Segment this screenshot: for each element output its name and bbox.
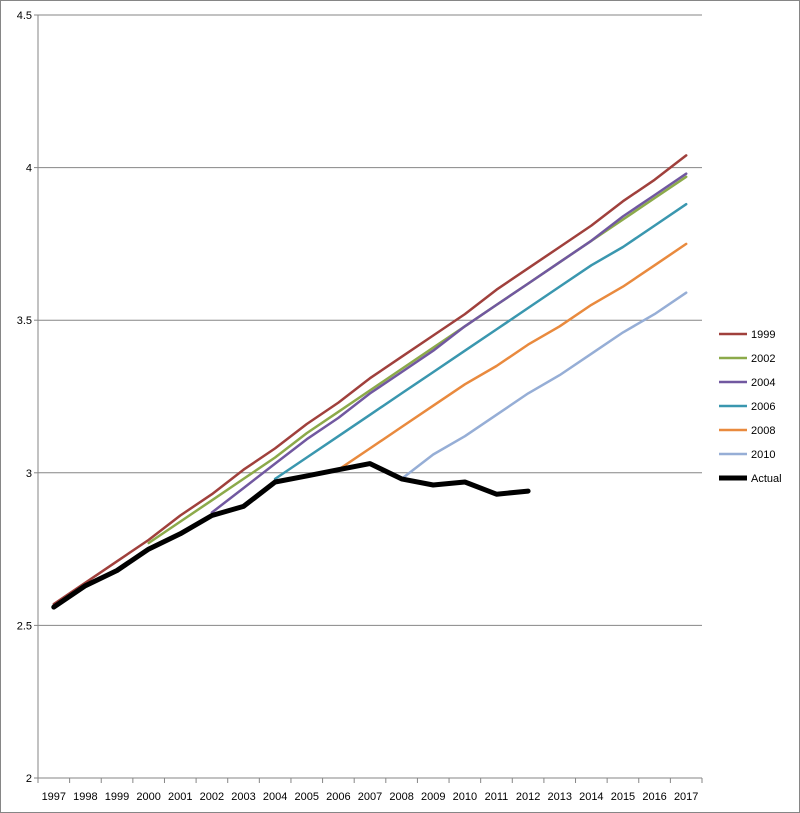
x-tick-label: 2000: [136, 791, 160, 803]
legend-label: 2006: [751, 401, 775, 413]
series-line-actual: [51, 461, 531, 610]
x-tick-label: 2006: [326, 791, 350, 803]
y-tick-label: 3: [26, 468, 32, 480]
x-tick-label: 2003: [231, 791, 255, 803]
x-tick-label: 1999: [105, 791, 129, 803]
y-tick-label: 3.5: [17, 315, 32, 327]
legend-label: 2008: [751, 425, 775, 437]
legend-label: 1999: [751, 329, 775, 341]
x-tick-label: 2013: [547, 791, 571, 803]
x-tick-label: 2016: [642, 791, 666, 803]
x-tick-label: 2012: [516, 791, 540, 803]
x-tick-label: 2001: [168, 791, 192, 803]
x-tick-label: 2011: [485, 791, 509, 803]
legend-label: 2002: [751, 353, 775, 365]
y-tick-label: 2.5: [17, 620, 32, 632]
gridlines: [34, 14, 703, 783]
x-tick-label: 2002: [200, 791, 224, 803]
y-tick-label: 4: [26, 163, 32, 175]
x-tick-label: 2008: [389, 791, 413, 803]
x-tick-label: 1997: [42, 791, 66, 803]
y-axis-tick-labels: 2 2.5 3 3.5 4 4.5: [17, 10, 32, 785]
y-tick-label: 2: [26, 773, 32, 785]
x-tick-label: 2004: [263, 791, 287, 803]
x-tick-label: 2017: [674, 791, 698, 803]
x-tick-label: 1998: [73, 791, 97, 803]
legend-label: 2010: [751, 449, 775, 461]
x-tick-label: 2005: [295, 791, 319, 803]
legend: 1999 2002 2004 2006 2008 2010 Actual: [719, 329, 782, 485]
y-tick-label: 4.5: [17, 10, 32, 22]
series-line-1999: [52, 154, 688, 606]
series-lines: [51, 154, 688, 610]
x-axis-tick-labels: 1997 1998 1999 2000 2001 2002 2003 2004 2005 2006…: [42, 791, 699, 803]
legend-label: Actual: [751, 473, 782, 485]
legend-label: 2004: [751, 377, 775, 389]
x-tick-label: 2015: [611, 791, 635, 803]
x-tick-label: 2007: [358, 791, 382, 803]
x-tick-label: 2009: [421, 791, 445, 803]
x-tick-label: 2010: [453, 791, 477, 803]
series-line-2004: [210, 172, 688, 514]
series-line-2006: [273, 202, 688, 481]
series-line-2010: [400, 291, 688, 481]
x-tick-label: 2014: [579, 791, 603, 803]
series-line-2008: [337, 242, 688, 471]
